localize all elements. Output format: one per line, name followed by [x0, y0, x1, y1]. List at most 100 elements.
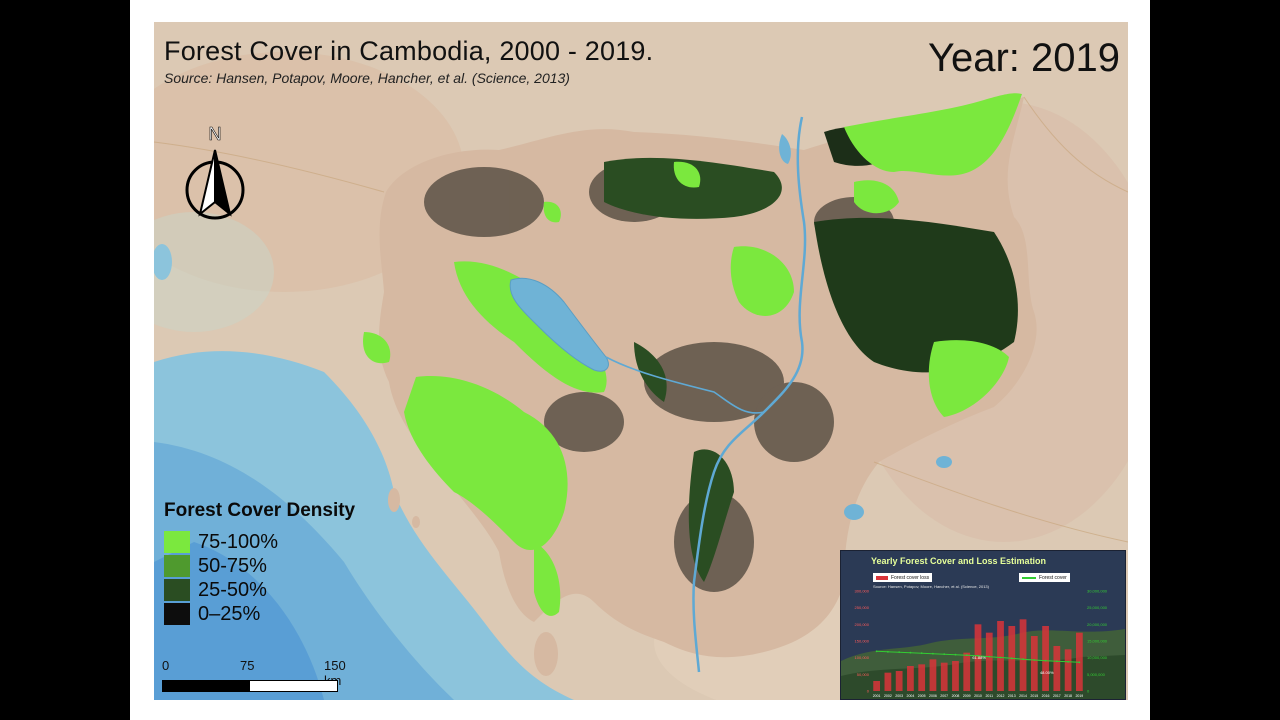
inset-bar — [1019, 619, 1027, 691]
legend-swatch — [164, 579, 190, 601]
inset-legend-cover: Forest cover — [1019, 573, 1070, 582]
map-frame: Forest Cover in Cambodia, 2000 - 2019. S… — [130, 0, 1150, 720]
compass-icon: N — [185, 124, 245, 220]
inset-bar — [873, 681, 881, 691]
inset-bar — [1064, 649, 1072, 691]
inset-cover-point — [909, 651, 912, 654]
inset-cover-point — [999, 656, 1002, 659]
basemap — [154, 22, 1128, 700]
inset-bar — [918, 664, 926, 691]
map-source: Source: Hansen, Potapov, Moore, Hancher,… — [164, 70, 570, 86]
legend-label: 25-50% — [198, 578, 267, 601]
legend-label: 75-100% — [198, 530, 279, 553]
north-label: N — [209, 124, 222, 144]
scale-label-0: 0 — [162, 658, 170, 673]
inset-cover-point — [943, 653, 946, 656]
legend-label: 50-75% — [198, 554, 267, 577]
inset-x-tick: 2009 — [963, 694, 971, 698]
inset-legend-loss-label: Forest cover loss — [891, 574, 930, 581]
legend-swatch — [164, 555, 190, 577]
north-arrow: N — [180, 122, 250, 222]
inset-bar — [952, 661, 959, 691]
inset-x-tick: 2006 — [929, 694, 937, 698]
tonle-sap-lake — [509, 277, 609, 372]
inset-chart: 0 50,000 100,000 150,000 200,000 250,000 300,0… — [840, 550, 1126, 700]
inset-cover-point — [1067, 660, 1070, 663]
legend-item: 0–25% — [164, 602, 394, 626]
scale-segment-black — [163, 681, 250, 691]
inset-left-tick: 100,000 — [855, 655, 870, 660]
scale-label-75: 75 — [240, 658, 255, 673]
inset-source-note: Source: Hansen, Potapov, Moore, Hancher,… — [873, 584, 989, 589]
inset-cover-point — [1044, 659, 1047, 662]
inset-bar — [974, 624, 982, 691]
inset-bar — [907, 666, 914, 691]
inset-x-tick: 2011 — [985, 694, 993, 698]
inset-right-tick: 25,000,000 — [1087, 605, 1108, 610]
legend-item: 75-100% — [164, 530, 394, 554]
inset-chart-title: Yearly Forest Cover and Loss Estimation — [871, 556, 1047, 566]
inset-bar — [884, 672, 892, 691]
inset-x-tick: 2008 — [952, 694, 960, 698]
inset-left-tick: 50,000 — [857, 672, 870, 677]
inset-bar — [940, 662, 948, 691]
inset-cover-point — [898, 651, 901, 654]
scale-bar-graphic — [162, 680, 338, 692]
inset-cover-point — [1033, 659, 1036, 661]
legend-swatch — [164, 531, 190, 553]
inset-left-tick: 0 — [867, 689, 870, 694]
inset-legend-cover-label: Forest cover — [1039, 574, 1067, 581]
legend-title: Forest Cover Density — [164, 500, 356, 521]
inset-x-tick: 2017 — [1053, 694, 1061, 698]
legend-item: 25-50% — [164, 578, 394, 602]
inset-legend-loss: Forest cover loss — [873, 573, 933, 582]
inset-x-tick: 2019 — [1075, 694, 1083, 698]
inset-bar — [1053, 646, 1061, 691]
inset-cover-point — [988, 655, 991, 658]
inset-bar — [895, 671, 903, 691]
inset-cover-point — [977, 654, 979, 657]
inset-x-tick: 2010 — [974, 694, 982, 698]
inset-x-tick: 2018 — [1064, 694, 1072, 698]
loss-swatch — [876, 575, 888, 580]
map-canvas: Forest Cover in Cambodia, 2000 - 2019. S… — [154, 22, 1128, 700]
inset-cover-point — [1078, 661, 1081, 664]
inset-left-tick: 250,000 — [855, 605, 870, 610]
inset-cover-point — [1010, 657, 1013, 660]
inset-right-tick: 15,000,000 — [1087, 639, 1108, 644]
inset-bar — [1042, 626, 1049, 691]
inset-left-tick: 200,000 — [855, 622, 870, 627]
legend-item: 50-75% — [164, 554, 394, 578]
inset-cover-point — [965, 654, 968, 657]
inset-right-tick: 30,000,000 — [1087, 589, 1108, 594]
legend-swatch — [164, 603, 190, 625]
medium-forest — [604, 126, 1018, 582]
inset-x-tick: 2005 — [918, 694, 926, 698]
inset-bar — [963, 652, 971, 691]
cover-swatch — [1022, 576, 1036, 579]
inset-annotation: 61.88% — [972, 655, 986, 660]
inset-x-tick: 2015 — [1030, 694, 1038, 698]
inset-x-tick: 2003 — [895, 694, 903, 698]
legend: Forest Cover Density 75-100% 50-75% 25-50%… — [164, 500, 394, 626]
year-label: Year: 2019 — [927, 36, 1120, 80]
inset-x-tick: 2007 — [940, 694, 948, 698]
inset-left-tick: 150,000 — [855, 639, 870, 644]
inset-x-tick: 2014 — [1019, 694, 1027, 698]
legend-items: 75-100% 50-75% 25-50% 0–25% — [164, 530, 394, 626]
inset-x-tick: 2016 — [1042, 694, 1050, 698]
inset-cover-point — [886, 650, 889, 653]
inset-cover-point — [875, 650, 878, 653]
inset-bar — [1030, 636, 1038, 691]
scale-segment-white — [250, 681, 337, 691]
inset-chart-plot: 0 50,000 100,000 150,000 200,000 250,000 300,0… — [841, 589, 1125, 699]
inset-x-tick: 2002 — [884, 694, 892, 698]
inset-right-tick: 5,000,000 — [1087, 672, 1106, 677]
inset-bar — [929, 659, 937, 691]
inset-x-tick: 2013 — [1008, 694, 1016, 698]
scale-bar: 0 75 150 km — [162, 658, 352, 698]
inset-bar — [985, 632, 993, 691]
inset-right-tick: 20,000,000 — [1087, 622, 1108, 627]
inset-right-tick: 10,000,000 — [1087, 655, 1108, 660]
inset-annotation: 48.00% — [1040, 670, 1054, 675]
